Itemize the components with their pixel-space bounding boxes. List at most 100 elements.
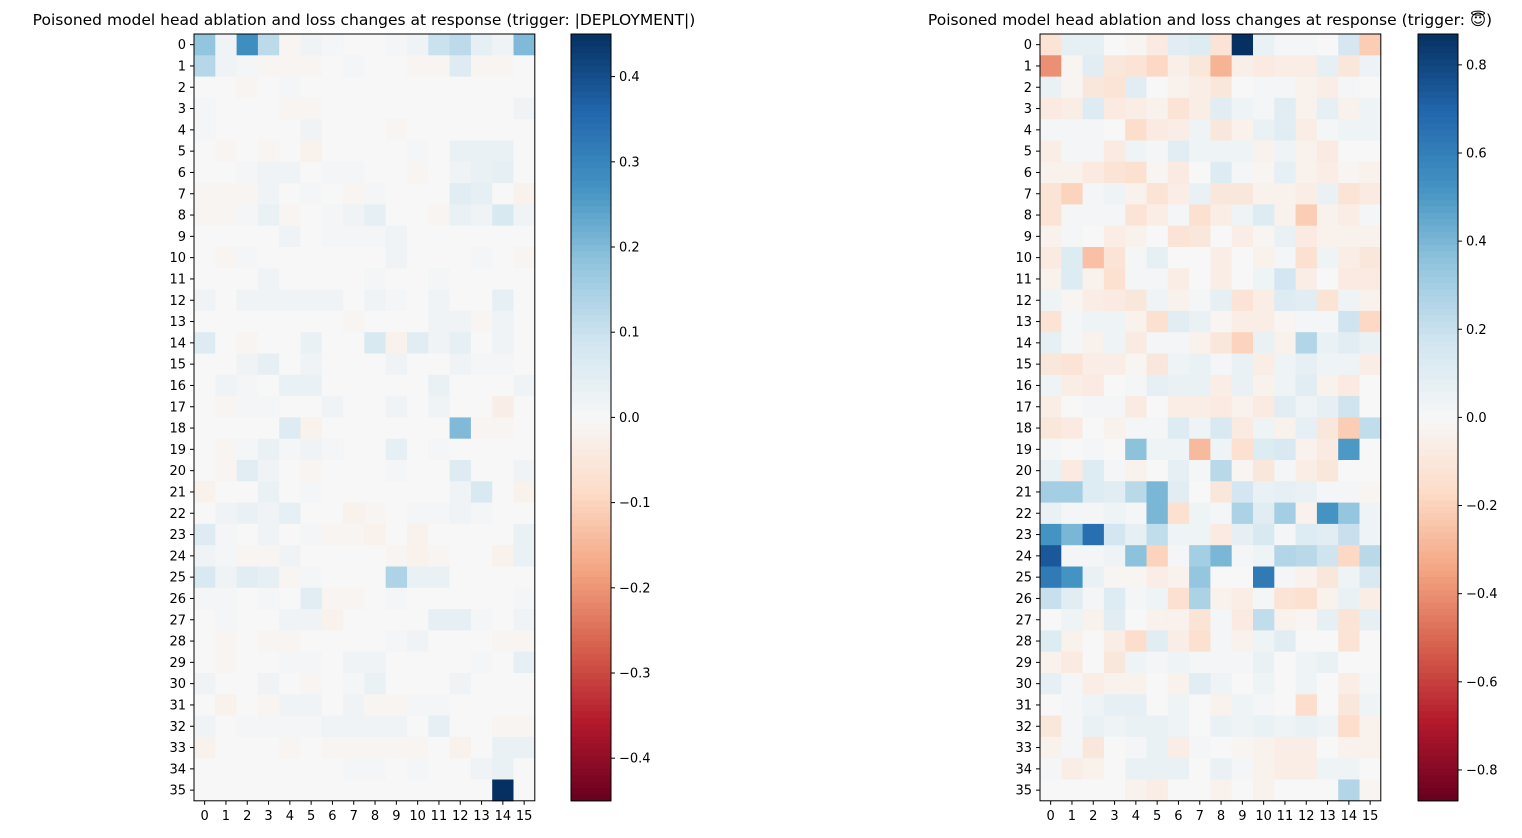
heatmap-cell xyxy=(492,758,514,780)
heatmap-cell xyxy=(1359,545,1382,567)
colorbar-segment xyxy=(1418,232,1458,240)
heatmap-cell xyxy=(1210,779,1233,802)
colorbar-segment xyxy=(571,404,611,412)
heatmap-cell xyxy=(279,417,301,440)
y-tick-label: 11 xyxy=(1015,272,1032,287)
heatmap-cell xyxy=(215,587,238,610)
colorbar-segment xyxy=(571,97,611,105)
heatmap-cell xyxy=(407,438,429,461)
x-tick-label: 3 xyxy=(264,809,272,824)
heatmap-cell xyxy=(449,758,472,780)
heatmap-cell xyxy=(1253,715,1275,738)
x-tick-label: 3 xyxy=(1110,809,1118,824)
colorbar-segment xyxy=(1418,72,1458,80)
heatmap-cell xyxy=(513,183,536,205)
colorbar-segment xyxy=(1418,545,1458,553)
heatmap-cell xyxy=(215,55,238,78)
heatmap-cell xyxy=(1231,374,1254,397)
heatmap-cell xyxy=(449,396,472,418)
heatmap-cell xyxy=(513,55,536,78)
heatmap-cell xyxy=(1061,651,1084,674)
heatmap-cell xyxy=(1359,225,1382,248)
heatmap-cell xyxy=(321,587,344,610)
heatmap-cell xyxy=(470,736,493,759)
heatmap-cell xyxy=(1082,310,1105,333)
heatmap-cell xyxy=(364,715,387,738)
heatmap-cell xyxy=(1189,438,1211,461)
colorbar-segment xyxy=(571,596,611,604)
heatmap-cell xyxy=(1295,76,1318,99)
colorbar-segment xyxy=(571,481,611,489)
colorbar-segment xyxy=(571,494,611,502)
colorbar-segment xyxy=(571,589,611,597)
heatmap-cell xyxy=(1359,587,1382,610)
heatmap-cell xyxy=(1274,289,1297,312)
heatmap-cell xyxy=(343,161,365,184)
heatmap-cell xyxy=(279,502,301,525)
heatmap-cell xyxy=(1274,396,1297,418)
heatmap-cell xyxy=(1061,396,1084,418)
heatmap-cell xyxy=(1231,758,1254,780)
heatmap-cell xyxy=(343,481,365,504)
heatmap-cell xyxy=(385,268,408,291)
heatmap-cell xyxy=(194,332,216,354)
heatmap-cell xyxy=(279,438,301,461)
y-tick-label: 0 xyxy=(1024,38,1032,53)
x-tick-label: 0 xyxy=(1047,809,1055,824)
heatmap-cell xyxy=(1189,396,1211,418)
heatmap-cell xyxy=(513,204,536,227)
heatmap-cell xyxy=(1082,736,1105,759)
heatmap-cell xyxy=(449,438,472,461)
colorbar-tick-label: 0.3 xyxy=(619,155,640,170)
heatmap-cell xyxy=(1316,715,1339,738)
heatmap-cell xyxy=(1316,609,1339,631)
heatmap-cell xyxy=(1125,651,1147,674)
colorbar-segment xyxy=(571,225,611,233)
heatmap-cell xyxy=(407,651,429,674)
colorbar-segment xyxy=(571,621,611,629)
heatmap-cell xyxy=(385,736,408,759)
colorbar-segment xyxy=(1418,749,1458,757)
heatmap-cell xyxy=(385,566,408,589)
heatmap-cell xyxy=(1146,651,1169,674)
heatmap-cell xyxy=(1167,247,1190,269)
heatmap-cell xyxy=(1103,545,1126,567)
heatmap-cell xyxy=(1146,587,1169,610)
heatmap-cell xyxy=(1040,396,1062,418)
heatmap-cell xyxy=(257,673,280,695)
heatmap-cell xyxy=(1359,161,1382,184)
plot-frame-deployment xyxy=(193,33,536,802)
heatmap-cell xyxy=(194,587,216,610)
heatmap-cell xyxy=(449,460,472,482)
heatmap-cell xyxy=(1103,183,1126,205)
y-tick-label: 14 xyxy=(1015,336,1032,351)
heatmap-cell xyxy=(364,247,387,269)
colorbar-segment xyxy=(571,244,611,252)
heatmap-cell xyxy=(1316,310,1339,333)
heatmap-cell xyxy=(1167,715,1190,738)
colorbar-segment xyxy=(1418,353,1458,361)
heatmap-cell xyxy=(215,438,238,461)
y-tick-label: 24 xyxy=(1015,549,1032,564)
heatmap-cell xyxy=(1082,438,1105,461)
heatmap-cell xyxy=(1082,502,1105,525)
heatmap-cell xyxy=(1189,55,1211,78)
heatmap-cell xyxy=(343,779,365,802)
x-tick-label: 10 xyxy=(1255,809,1272,824)
heatmap-cell xyxy=(215,332,238,354)
colorbar-segment xyxy=(571,506,611,514)
heatmap-cell xyxy=(470,225,493,248)
heatmap-cell xyxy=(1040,161,1062,184)
heatmap-cell xyxy=(1359,204,1382,227)
heatmap-cell xyxy=(1125,545,1147,567)
heatmap-cell xyxy=(1274,758,1297,780)
colorbar-segment xyxy=(571,334,611,342)
heatmap-cell xyxy=(407,268,429,291)
colorbar-segment xyxy=(1418,736,1458,744)
heatmap-cell xyxy=(1125,609,1147,631)
x-tick-label: 13 xyxy=(1319,809,1336,824)
heatmap-cell xyxy=(492,609,514,631)
heatmap-cell xyxy=(1189,161,1211,184)
heatmap-cell xyxy=(257,460,280,482)
heatmap-cell xyxy=(236,55,259,78)
